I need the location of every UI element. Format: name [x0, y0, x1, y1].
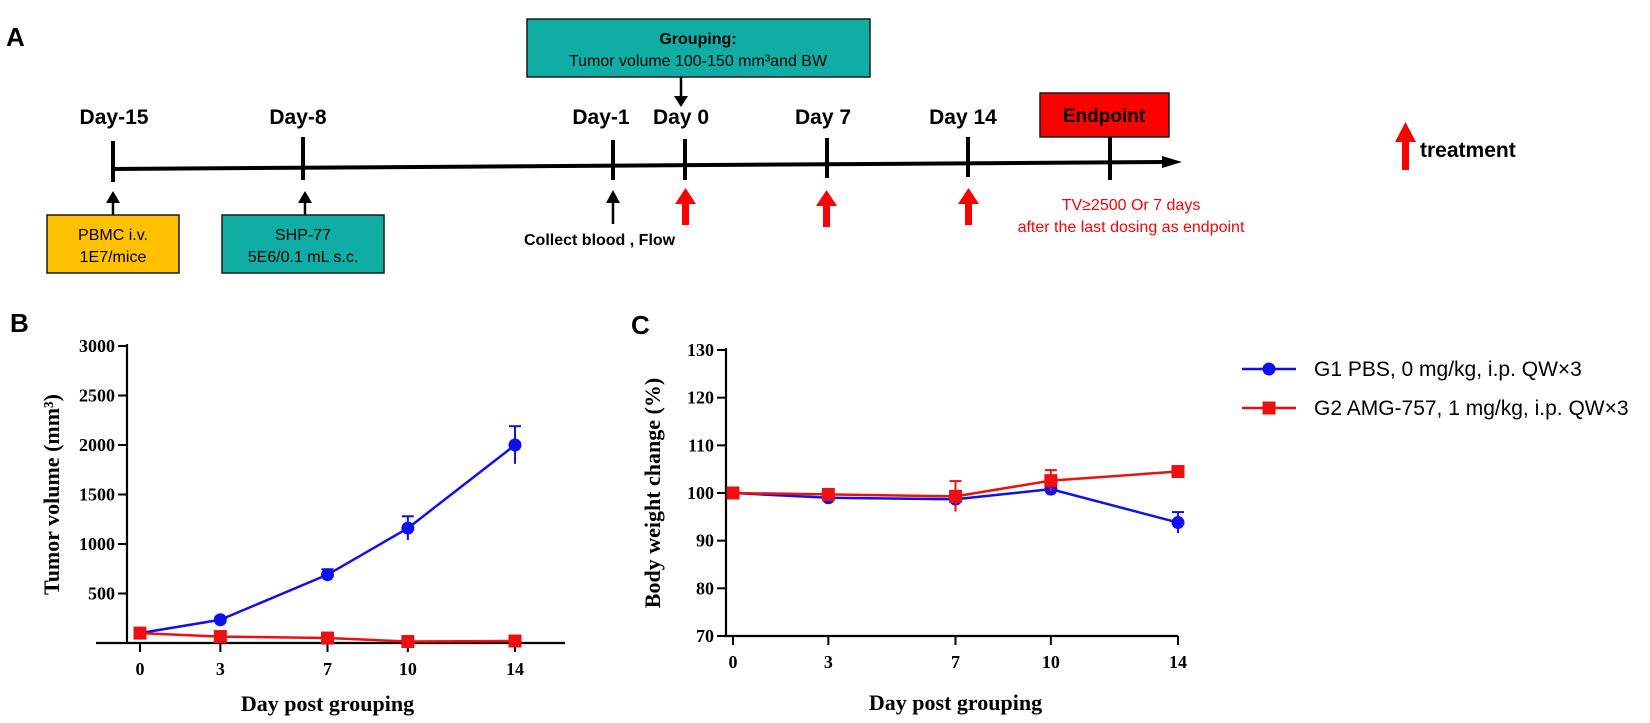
x-tick-label: 10	[399, 659, 417, 679]
y-tick-label: 110	[688, 435, 714, 455]
day-label-minus1: Day-1	[572, 106, 630, 129]
treatment-label: treatment	[1420, 139, 1516, 162]
endpoint-label: Endpoint	[1063, 106, 1146, 127]
treatment-legend-arrow	[1395, 122, 1416, 170]
x-tick-label: 0	[729, 652, 738, 672]
x-axis-label: Day post grouping	[241, 691, 414, 716]
panel-a: A Grouping: Tumor volume 100-150 mm³and …	[6, 18, 1516, 274]
legend-label-g1: G1 PBS, 0 mg/kg, i.p. QW×3	[1314, 358, 1582, 381]
red-arrow-day14	[958, 188, 979, 225]
panel-c: C 70 80 90 100 110 120 130 0 3 7 10 14 Day post grou…	[631, 310, 1187, 715]
y-tick-label: 70	[696, 626, 714, 646]
series-legend: G1 PBS, 0 mg/kg, i.p. QW×3 G2 AMG-757, 1…	[1242, 358, 1629, 420]
data-point	[1044, 474, 1058, 488]
y-axis-label: Body weight change (%)	[640, 378, 665, 608]
y-tick-label: 1500	[79, 485, 115, 505]
data-point	[1171, 516, 1185, 530]
endpoint-note-line1: TV≥2500 Or 7 days	[1062, 197, 1201, 214]
pbmc-line2: 1E7/mice	[80, 249, 147, 266]
black-arrow-collect	[606, 190, 620, 224]
timeline-arrow-head	[1162, 156, 1182, 168]
endpoint-box	[1039, 92, 1170, 138]
y-tick-label: 100	[687, 483, 714, 503]
black-arrow-pbmc	[106, 191, 120, 218]
y-tick-label: 3000	[79, 336, 115, 356]
shp-box	[221, 214, 385, 274]
day-label-7: Day 7	[795, 106, 851, 129]
legend-marker-g2	[1262, 401, 1276, 415]
y-axis-label: Tumor volume (mm³)	[39, 394, 64, 595]
panel-b-label: B	[10, 308, 29, 338]
data-point	[726, 486, 740, 500]
y-tick-label: 130	[687, 340, 714, 360]
legend-item-g1: G1 PBS, 0 mg/kg, i.p. QW×3	[1242, 358, 1582, 381]
day-label-minus8: Day-8	[269, 106, 327, 129]
data-point	[508, 634, 522, 648]
collect-blood-text: Collect blood , Flow	[524, 232, 676, 249]
y-tick-label: 2500	[79, 386, 115, 406]
grouping-text: Tumor volume 100-150 mm³and BW	[569, 53, 828, 70]
x-tick-label: 7	[951, 652, 960, 672]
y-tick-label: 120	[687, 388, 714, 408]
x-tick-label: 3	[216, 659, 225, 679]
legend-label-g2: G2 AMG-757, 1 mg/kg, i.p. QW×3	[1314, 397, 1629, 420]
day-label-minus15: Day-15	[80, 106, 149, 129]
day-label-14: Day 14	[929, 106, 997, 129]
series-2	[726, 465, 1185, 512]
legend-marker-g1	[1262, 362, 1276, 376]
series-line	[139, 444, 516, 635]
shp-line2: 5E6/0.1 mL s.c.	[248, 249, 359, 266]
x-tick-label: 14	[506, 659, 524, 679]
pbmc-box	[46, 214, 180, 274]
black-arrow-shp	[298, 191, 312, 218]
data-point	[213, 630, 227, 644]
panel-a-label: A	[6, 22, 25, 52]
red-arrow-day7	[816, 190, 837, 227]
x-axis-label: Day post grouping	[869, 690, 1042, 715]
grouping-title: Grouping:	[659, 31, 736, 48]
panel-b: B 500 1000 1500 2000 2500 3000 0 3 7 10 14 Day post…	[10, 308, 565, 716]
timeline-ticks	[111, 137, 1112, 182]
y-tick-label: 1000	[79, 534, 115, 554]
day-label-0: Day 0	[653, 106, 709, 129]
grouping-box	[526, 18, 871, 78]
shp-line1: SHP-77	[275, 227, 331, 244]
x-tick-label: 7	[323, 659, 332, 679]
data-point	[401, 521, 415, 535]
x-tick-label: 14	[1169, 652, 1187, 672]
data-point	[508, 438, 522, 452]
data-point	[213, 613, 227, 627]
legend-item-g2: G2 AMG-757, 1 mg/kg, i.p. QW×3	[1242, 397, 1629, 420]
series-1	[133, 425, 522, 640]
grouping-arrow-head	[674, 96, 688, 107]
data-point	[401, 635, 415, 649]
x-tick-label: 3	[824, 652, 833, 672]
y-tick-label: 90	[696, 531, 714, 551]
y-tick-label: 80	[696, 578, 714, 598]
y-tick-label: 500	[88, 584, 115, 604]
red-arrow-day0	[675, 188, 696, 225]
data-point	[1171, 465, 1185, 479]
data-point	[321, 568, 334, 582]
series-2	[133, 626, 522, 649]
pbmc-line1: PBMC i.v.	[78, 227, 148, 244]
data-point	[133, 626, 147, 640]
x-tick-label: 0	[136, 659, 145, 679]
y-tick-label: 2000	[79, 435, 115, 455]
endpoint-note-line2: after the last dosing as endpoint	[1018, 219, 1245, 236]
x-tick-label: 10	[1042, 652, 1060, 672]
data-point	[949, 489, 962, 503]
data-point	[821, 487, 835, 501]
panel-c-label: C	[631, 310, 650, 340]
timeline-axis	[112, 160, 1166, 171]
data-point	[321, 631, 334, 645]
